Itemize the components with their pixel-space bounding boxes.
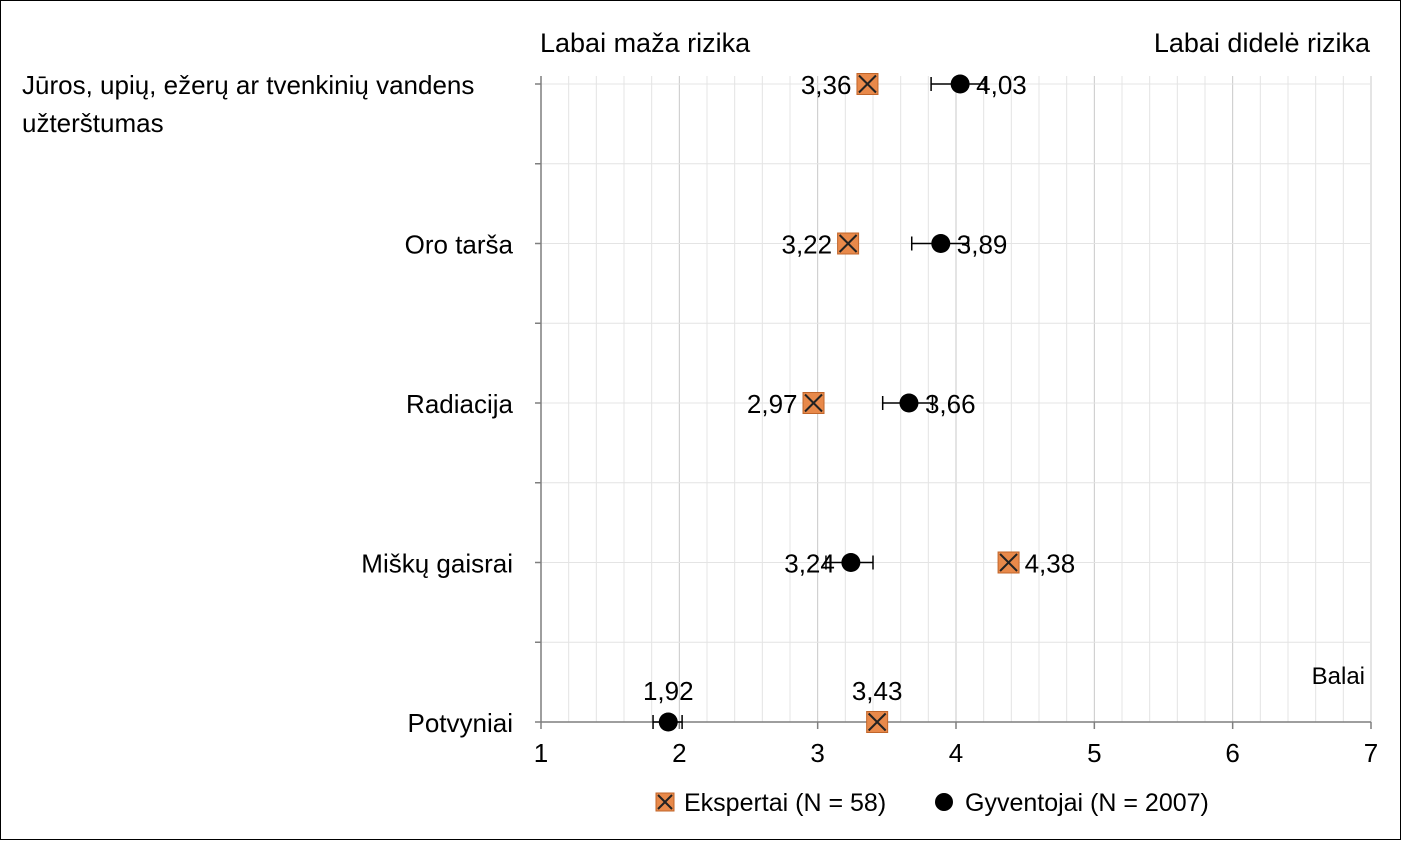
data-label: 3,24 [784, 549, 835, 579]
residents-point [931, 234, 951, 253]
legend-residents-label: Gyventojai (N = 2007) [965, 789, 1209, 817]
experts-point [997, 551, 1020, 574]
x-tick-label: 6 [1225, 738, 1239, 768]
x-tick-label: 3 [810, 738, 824, 768]
data-label: 3,66 [925, 389, 976, 419]
data-label: 3,43 [852, 676, 903, 706]
data-label: 3,36 [801, 70, 852, 100]
header-high-risk: Labai didelė rizika [1154, 28, 1371, 58]
residents-point [950, 74, 970, 94]
category-label: užterštumas [22, 108, 164, 138]
data-label: 3,22 [781, 230, 832, 260]
residents-point [658, 712, 678, 732]
x-tick-label: 1 [534, 738, 548, 768]
data-label: 4,38 [1025, 549, 1076, 579]
header-low-risk: Labai maža rizika [540, 28, 751, 58]
experts-point [802, 392, 825, 414]
data-label: 3,89 [957, 230, 1008, 260]
category-label: Potvyniai [408, 708, 514, 738]
legend-residents-marker [935, 793, 953, 811]
category-label: Miškų gaisrai [361, 549, 513, 579]
x-tick-label: 4 [949, 738, 963, 768]
x-tick-label: 5 [1087, 738, 1101, 768]
x-unit-label: Balai [1312, 663, 1365, 690]
category-label: Oro tarša [405, 230, 514, 260]
data-label: 2,97 [747, 389, 798, 419]
experts-point [866, 711, 889, 733]
x-tick-label: 2 [672, 738, 686, 768]
experts-point [856, 73, 879, 95]
experts-point [837, 232, 860, 255]
category-label: Jūros, upių, ežerų ar tvenkinių vandens [22, 70, 474, 100]
legend-experts-marker [655, 792, 675, 812]
legend-experts-label: Ekspertai (N = 58) [684, 789, 886, 817]
data-label: 4,03 [976, 70, 1027, 100]
residents-point [899, 393, 919, 413]
residents-point [841, 553, 861, 572]
category-label: Radiacija [406, 389, 513, 419]
x-tick-label: 7 [1364, 738, 1378, 768]
data-label: 1,92 [643, 676, 694, 706]
